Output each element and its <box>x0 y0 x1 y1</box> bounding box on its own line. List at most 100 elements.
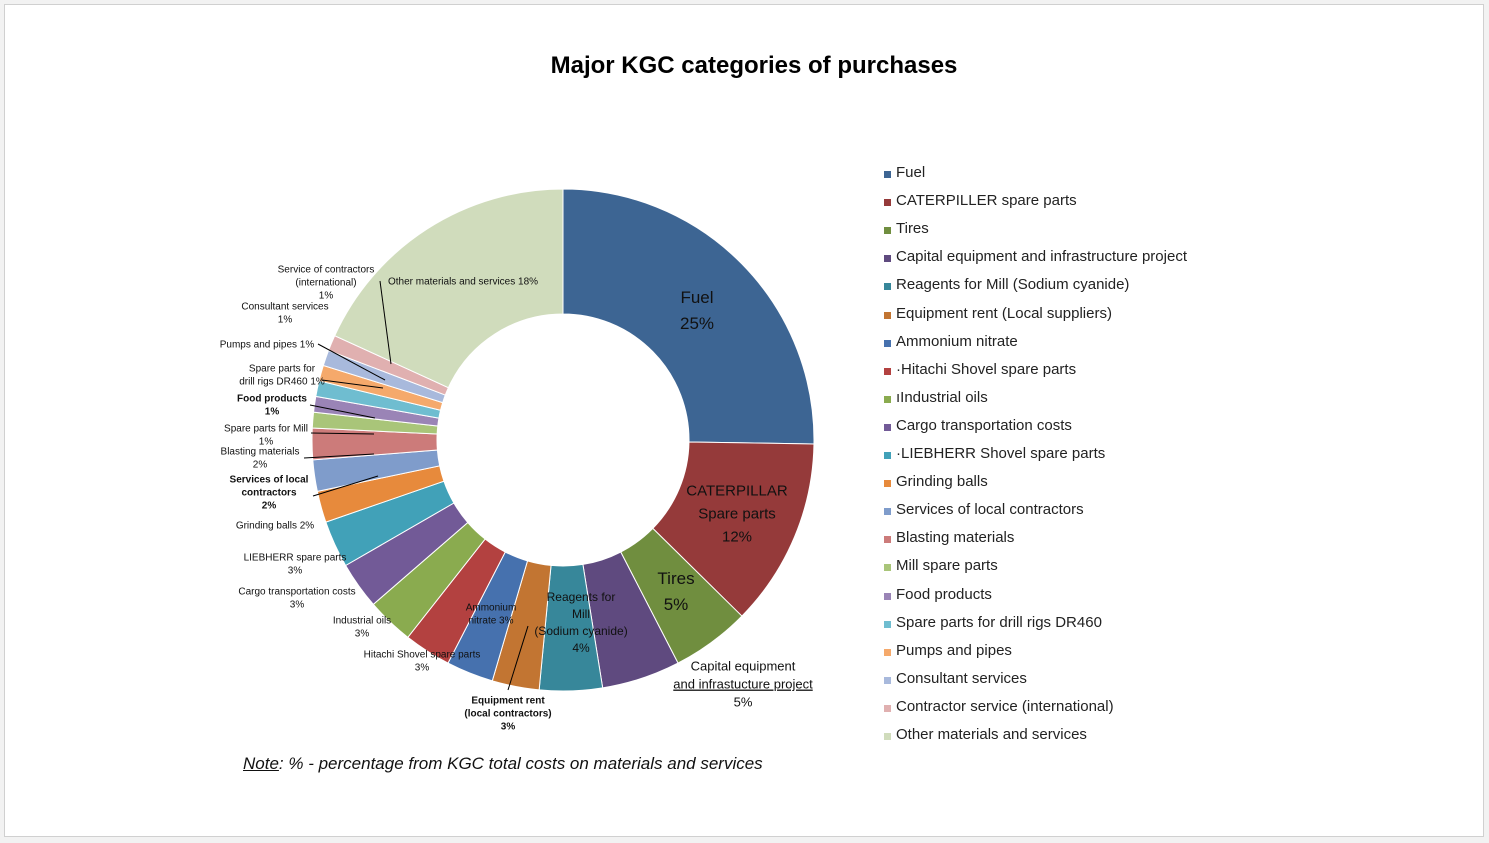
legend-swatch <box>884 199 891 207</box>
leader-line-12 <box>312 475 379 497</box>
slice-label-line: 5% <box>734 695 753 710</box>
legend-label: Spare parts for drill rigs DR460 <box>896 613 1102 631</box>
chart-title: Major KGC categories of purchases <box>550 52 958 79</box>
legend-label: Contractor service (international) <box>896 697 1114 715</box>
legend-swatch <box>884 311 891 319</box>
legend-swatch <box>884 733 891 740</box>
leader-line-5 <box>507 625 529 691</box>
legend-label: Blasting materials <box>896 529 1015 547</box>
legend-swatch <box>884 564 891 572</box>
slice-label-9: Cargo transportation costs 3% <box>238 587 355 611</box>
legend-label: Consultant services <box>896 669 1027 687</box>
slice-label-line: (local contractors) <box>464 709 551 720</box>
slice-label-15: Food products 1% <box>237 394 307 418</box>
legend-label: Other materials and services <box>896 726 1087 743</box>
slice-label-16: Spare parts for drill rigs DR460 1% <box>239 364 325 388</box>
leader-line-16 <box>321 379 384 389</box>
slice-label-line: Blasting materials <box>221 447 300 458</box>
slice-label-12: Services of local contractors 2% <box>230 475 309 512</box>
slice-label-line: Grinding balls 2% <box>236 521 314 532</box>
slice-label-line: (Sodium cyanide) <box>534 624 627 638</box>
slice-label-5: Equipment rent (local contractors) 3% <box>464 696 551 733</box>
slice-label-1: CATERPILLAR Spare parts 12% <box>686 482 788 545</box>
slice-label-8: Industrial oils 3% <box>333 616 391 640</box>
legend-swatch <box>884 704 891 712</box>
slice-label-line: 12% <box>722 528 752 545</box>
slice-label-19: Service of contractors (international) 1% <box>278 265 375 302</box>
slice-label-line: 2% <box>253 460 268 471</box>
slice-label-6: Ammonium nitrate 3% <box>466 603 517 627</box>
slice-label-line: Reagents for <box>547 590 616 604</box>
slice-label-line: 5% <box>664 595 689 614</box>
slice-label-11: Grinding balls 2% <box>236 521 314 532</box>
slice-label-line: 3% <box>355 629 370 640</box>
legend-swatch <box>884 620 891 628</box>
legend-swatch <box>884 452 891 459</box>
slice-label-line: Consultant services <box>241 302 328 313</box>
slice-label-line: Equipment rent <box>471 696 545 707</box>
slice-label-line: Pumps and pipes 1% <box>220 340 315 351</box>
legend-swatch <box>884 171 891 178</box>
legend-swatch <box>884 395 891 403</box>
legend-swatch <box>884 676 891 684</box>
legend-label: ıIndustrial oils <box>896 388 988 406</box>
legend-label: Mill spare parts <box>896 557 998 575</box>
chart-note: Note: % - percentage from KGC total cost… <box>243 754 763 774</box>
leader-line-20 <box>379 280 392 365</box>
legend-label: Ammonium nitrate <box>896 332 1018 350</box>
slice-label-line: LIEBHERR spare parts <box>244 553 347 564</box>
slice-label-line: Fuel <box>680 288 713 307</box>
legend-label: Reagents for Mill (Sodium cyanide) <box>896 276 1130 294</box>
slice-label-line: Service of contractors <box>278 265 375 276</box>
leader-line-13 <box>303 453 375 459</box>
slice-label-line: 1% <box>265 407 280 418</box>
slice-label-line: 3% <box>501 722 516 733</box>
slice-label-20: Other materials and services 18% <box>388 277 538 288</box>
slice-label-line: 1% <box>259 437 274 448</box>
slice-label-line: (international) <box>295 278 356 289</box>
slice-label-line: 4% <box>572 641 590 655</box>
slice-label-17: Pumps and pipes 1% <box>220 340 315 351</box>
legend-swatch <box>884 339 891 347</box>
slice-label-4: Reagents for Mill (Sodium cyanide) 4% <box>534 590 627 655</box>
leader-line-14 <box>310 432 375 435</box>
slice-label-0: Fuel 25% <box>680 288 714 333</box>
leader-line-17 <box>317 343 386 381</box>
slice-label-14: Spare parts for Mill 1% <box>224 424 308 448</box>
legend-swatch <box>884 423 891 431</box>
slice-label-line: Other materials and services 18% <box>388 277 538 288</box>
slice-label-2: Tires 5% <box>657 569 694 614</box>
legend-swatch <box>884 648 891 656</box>
slice-label-13: Blasting materials 2% <box>221 447 300 471</box>
slice-label-line: Capital equipment <box>691 659 796 674</box>
legend-label: CATERPILLER spare parts <box>896 192 1077 210</box>
slice-label-line: Food products <box>237 394 307 405</box>
slice-label-line: drill rigs DR460 1% <box>239 377 325 388</box>
slice-label-line: Mill <box>572 607 590 621</box>
slice-label-line: and infrastucture project <box>673 677 813 692</box>
legend-swatch <box>884 480 891 488</box>
slice-label-line: nitrate 3% <box>468 616 513 627</box>
slice-label-line: Spare parts for Mill <box>224 424 308 435</box>
slice-label-line: 1% <box>319 291 334 302</box>
slice-label-line: Hitachi Shovel spare parts <box>364 650 481 661</box>
slice-0 <box>562 188 815 445</box>
slice-label-line: Spare parts <box>698 505 776 522</box>
legend-label: Fuel <box>896 164 926 181</box>
note-text: : % - percentage from KGC total costs on… <box>278 754 763 773</box>
legend-swatch <box>884 536 891 544</box>
slice-label-line: 2% <box>262 501 277 512</box>
legend-label: Capital equipment and infrastructure pro… <box>896 248 1187 266</box>
slice-label-line: Spare parts for <box>249 364 316 375</box>
slice-label-10: LIEBHERR spare parts 3% <box>244 553 347 577</box>
legend-swatch <box>884 227 891 235</box>
slice-label-line: contractors <box>241 488 296 499</box>
slice-label-7: Hitachi Shovel spare parts 3% <box>364 650 481 674</box>
legend-label: ·LIEBHERR Shovel spare parts <box>896 445 1106 462</box>
slice-label-line: CATERPILLAR <box>686 482 788 499</box>
legend-swatch <box>884 283 891 291</box>
slice-label-line: 1% <box>278 315 293 326</box>
leader-line-15 <box>309 404 376 419</box>
slice-label-line: 3% <box>415 663 430 674</box>
slice-label-line: Services of local <box>230 475 309 486</box>
